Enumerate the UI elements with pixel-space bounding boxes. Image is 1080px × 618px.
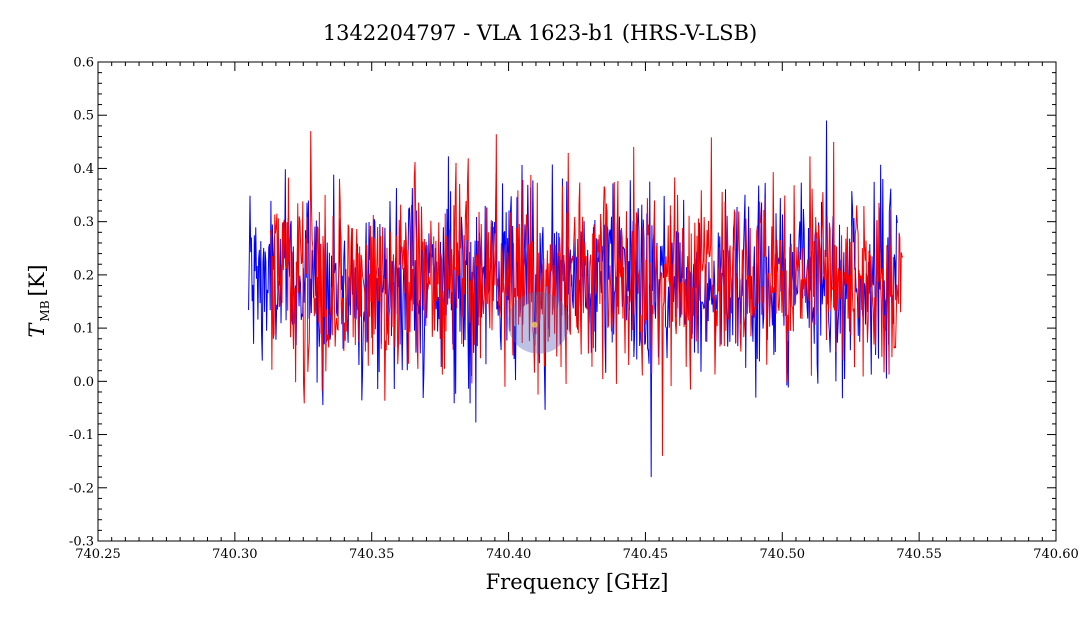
y-tick-label: -0.1 [69,428,94,443]
x-tick-label: 740.35 [349,547,395,562]
svg-text:TMB[K]: TMB [K] [25,264,52,337]
y-axis-label-main: T [25,322,49,338]
series-line-2 [269,131,904,456]
series-layer [248,120,904,478]
x-tick-label: 740.50 [760,547,806,562]
y-axis-label-sub: MB [38,300,52,321]
x-tick-label: 740.55 [896,547,942,562]
y-tick-label: 0.4 [73,162,94,177]
x-tick-label: 740.60 [1033,547,1079,562]
y-tick-label: 0.3 [73,215,94,230]
y-tick-label: 0.6 [73,56,94,71]
x-tick-label: 740.30 [212,547,258,562]
watermark-disc [507,291,570,354]
tick-label-layer: 740.25 740.30 740.35 740.40 740.45 740.50 740.… [69,56,1079,563]
chart-title: 1342204797 - VLA 1623-b1 (HRS-V-LSB) [323,21,757,45]
y-tick-label: 0.2 [73,268,94,283]
x-tick-label: 740.40 [486,547,532,562]
y-tick-label: 0.1 [73,322,94,337]
x-tick-label: 740.25 [75,547,121,562]
y-axis-label: TMB [K] [25,264,52,337]
y-tick-label: -0.2 [69,481,94,496]
y-tick-label: 0.5 [73,109,94,124]
y-axis-label-unit: [K] [25,264,49,296]
x-tick-label: 740.45 [623,547,669,562]
y-tick-label: 0.0 [73,375,94,390]
y-tick-label: -0.3 [69,535,94,550]
watermark-star [531,321,538,328]
x-axis-label: Frequency [GHz] [486,570,669,594]
herschel-watermark [507,291,570,354]
tick-layer [97,61,1057,542]
